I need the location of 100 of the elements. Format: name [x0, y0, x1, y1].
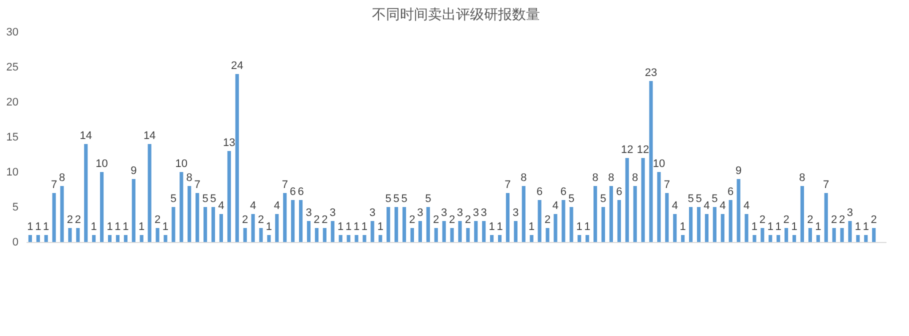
bar — [76, 228, 80, 242]
data-label: 5 — [696, 193, 702, 205]
data-label: 5 — [600, 193, 606, 205]
data-label: 4 — [250, 200, 256, 212]
data-label: 2 — [544, 214, 551, 226]
bar — [164, 235, 168, 242]
data-label: 1 — [815, 221, 822, 233]
data-label: 7 — [194, 179, 200, 191]
data-label: 2 — [242, 214, 248, 226]
data-label: 4 — [704, 200, 710, 212]
bar — [816, 235, 820, 242]
bar — [156, 228, 160, 242]
data-label: 1 — [862, 221, 869, 233]
data-label: 1 — [90, 221, 97, 233]
data-label: 3 — [441, 207, 448, 219]
bar — [554, 214, 558, 242]
bar — [570, 207, 574, 242]
data-label: 6 — [298, 186, 304, 198]
bar — [872, 228, 876, 242]
data-label: 2 — [448, 214, 456, 226]
bar — [848, 221, 852, 242]
data-label: 2 — [409, 214, 416, 226]
bar — [418, 221, 422, 242]
bar — [28, 235, 32, 242]
bar — [625, 158, 629, 242]
data-label: 6 — [560, 186, 567, 198]
data-label: 24 — [230, 60, 244, 72]
data-label: 2 — [314, 214, 320, 226]
bar — [362, 235, 366, 242]
data-label: 2 — [807, 214, 814, 226]
data-label: 2 — [783, 214, 790, 226]
data-label: 5 — [425, 193, 432, 205]
bar — [752, 235, 756, 242]
data-label: 5 — [385, 193, 392, 205]
bar — [370, 221, 374, 242]
data-label: 2 — [831, 214, 838, 226]
bar — [235, 74, 239, 242]
y-tick-label: 5 — [12, 202, 18, 214]
bar — [426, 207, 430, 242]
data-label: 7 — [50, 179, 58, 191]
bar — [283, 193, 287, 242]
data-label: 2 — [154, 214, 161, 226]
data-label: 1 — [35, 221, 42, 233]
data-label: 1 — [767, 221, 774, 233]
bar — [180, 172, 184, 242]
data-label: 1 — [377, 221, 384, 233]
bar — [617, 200, 621, 242]
bar — [52, 193, 56, 242]
data-label: 6 — [290, 186, 296, 198]
bar — [641, 158, 645, 242]
data-label: 1 — [353, 221, 360, 233]
data-label: 5 — [170, 193, 177, 205]
bar — [792, 235, 796, 242]
bar — [578, 235, 582, 242]
data-label: 7 — [504, 179, 511, 191]
data-label: 4 — [218, 200, 224, 212]
bar — [450, 228, 454, 242]
bar — [466, 228, 470, 242]
bar — [649, 81, 653, 242]
bar — [474, 221, 478, 242]
data-label: 5 — [401, 193, 408, 205]
data-label: 2 — [838, 214, 846, 226]
data-label: 1 — [496, 221, 503, 233]
bar — [864, 235, 868, 242]
bar — [267, 235, 271, 242]
data-label: 12 — [621, 144, 634, 156]
data-label: 1 — [114, 221, 121, 233]
bar — [243, 228, 247, 242]
data-label: 1 — [775, 221, 782, 233]
data-label: 8 — [58, 172, 66, 184]
bar — [689, 207, 693, 242]
data-label: 3 — [456, 207, 464, 219]
bar — [506, 193, 510, 242]
y-tick-label: 10 — [6, 166, 18, 178]
data-label: 3 — [512, 207, 519, 219]
data-label: 8 — [520, 172, 527, 184]
data-label: 9 — [735, 165, 742, 177]
bar — [601, 207, 606, 242]
data-label: 13 — [223, 137, 236, 149]
bar — [704, 214, 709, 242]
data-label: 8 — [608, 172, 614, 184]
data-label: 7 — [823, 179, 830, 191]
bar — [378, 235, 382, 242]
data-label: 8 — [186, 172, 192, 184]
bar — [514, 221, 518, 242]
data-label: 5 — [210, 193, 216, 205]
bar — [259, 228, 263, 242]
bar — [386, 207, 390, 242]
data-label: 14 — [80, 130, 92, 142]
data-label: 1 — [162, 221, 169, 233]
bar — [546, 228, 550, 242]
bar — [434, 228, 438, 242]
bar — [498, 235, 502, 242]
data-label: 2 — [322, 214, 328, 226]
y-tick-label: 30 — [6, 26, 18, 38]
bar — [665, 193, 669, 242]
data-label: 1 — [338, 221, 344, 233]
data-label: 2 — [74, 214, 81, 226]
bar — [760, 228, 764, 242]
data-label: 8 — [632, 172, 638, 184]
